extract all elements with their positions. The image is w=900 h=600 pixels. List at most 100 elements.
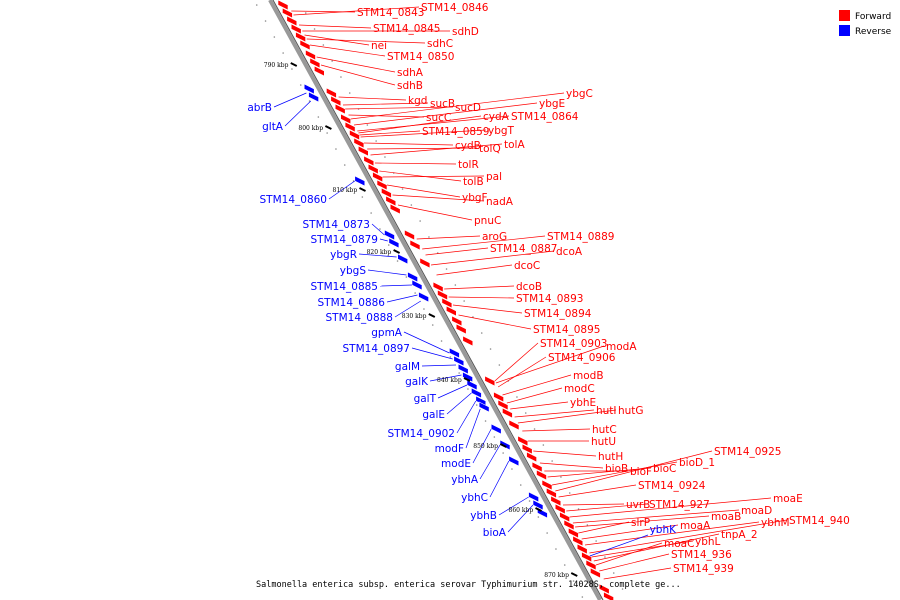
leader-line xyxy=(338,96,407,101)
forward-gene-label: moaE xyxy=(773,493,803,505)
reverse-gene-label: STM14_0888 xyxy=(326,312,393,324)
reverse-gene xyxy=(471,387,482,399)
forward-gene xyxy=(568,527,579,539)
gene-arrows xyxy=(277,0,614,600)
grid-dot xyxy=(568,492,571,494)
tick-mark xyxy=(499,443,507,448)
leader-line xyxy=(506,387,563,404)
leader-line xyxy=(358,115,482,134)
leader-line xyxy=(569,497,772,518)
forward-gene xyxy=(451,315,463,327)
tick-mark xyxy=(535,507,542,512)
forward-gene-label: sucC xyxy=(426,112,451,124)
leader-line xyxy=(357,115,510,132)
tick-label: 820 kbp xyxy=(367,249,392,256)
forward-gene-label: slrP xyxy=(631,517,650,529)
grid-dot xyxy=(480,332,483,334)
leader-line xyxy=(367,147,478,150)
genome-backbone-shadow xyxy=(272,0,604,600)
forward-gene-label: sucB xyxy=(430,98,455,110)
leader-line xyxy=(379,170,462,182)
forward-gene xyxy=(334,103,346,115)
forward-gene-label: sdhC xyxy=(427,38,453,50)
reverse-gene-label: STM14_0879 xyxy=(311,234,378,246)
legend: Forward Reverse xyxy=(839,10,892,37)
tick-mark xyxy=(463,377,471,382)
grid-dot xyxy=(264,20,267,22)
forward-gene-label: STM14_0924 xyxy=(638,480,706,492)
forward-gene-label: cydA xyxy=(483,111,510,123)
leader-line xyxy=(359,130,421,136)
forward-gene-label: tolR xyxy=(458,159,479,171)
grid-dot xyxy=(414,292,416,294)
leader-line xyxy=(411,347,453,360)
grid-dot xyxy=(273,36,276,38)
reverse-gene xyxy=(303,83,315,95)
leader-line xyxy=(379,284,413,287)
leader-line xyxy=(502,374,572,396)
forward-gene-label: modB xyxy=(573,370,604,382)
forward-gene xyxy=(554,503,566,515)
leader-line xyxy=(465,408,481,449)
kbp-ticks: 790 kbp 800 kbp 810 kbp 820 kbp 830 kbp 840 k… xyxy=(264,62,578,579)
forward-gene xyxy=(585,559,597,571)
forward-gene xyxy=(286,15,298,27)
leader-line xyxy=(555,450,713,492)
reverse-gene-label: gltA xyxy=(262,121,284,133)
tick-label: 850 kbp xyxy=(473,443,498,450)
reverse-gene xyxy=(478,401,490,413)
grid-dot xyxy=(361,196,364,198)
grid-dot xyxy=(419,220,421,222)
forward-gene xyxy=(385,195,397,207)
forward-gene xyxy=(563,519,575,531)
leader-line xyxy=(342,102,429,106)
leader-line xyxy=(328,180,356,200)
forward-gene xyxy=(502,407,513,419)
forward-gene-label: STM14_0925 xyxy=(714,446,781,458)
grid-dot xyxy=(317,116,320,118)
legend-reverse-label: Reverse xyxy=(855,27,892,37)
leader-line xyxy=(309,44,386,57)
forward-gene-label: ybhE xyxy=(570,397,596,409)
leader-line xyxy=(444,285,515,290)
leader-line xyxy=(562,503,625,506)
forward-gene-label: bioF xyxy=(630,466,652,478)
forward-gene xyxy=(531,461,543,473)
forward-gene-label: hutC xyxy=(592,424,617,436)
reverse-gene xyxy=(499,439,511,451)
reverse-gene-label: STM14_0885 xyxy=(311,281,378,293)
reverse-gene-label: abrB xyxy=(247,102,272,114)
tick-mark xyxy=(290,62,298,67)
forward-gene xyxy=(404,229,415,241)
forward-gene xyxy=(437,289,448,301)
leader-line xyxy=(589,534,649,557)
reverse-gene-label: ybhA xyxy=(451,474,479,486)
forward-gene-label: moaA xyxy=(680,520,711,532)
forward-gene-label: STM14_940 xyxy=(789,515,850,527)
forward-gene-label: moaB xyxy=(711,511,741,523)
forward-gene xyxy=(277,0,289,11)
forward-gene xyxy=(409,239,421,251)
forward-gene-label: dcoA xyxy=(556,246,583,258)
leader-line xyxy=(358,253,397,258)
leader-line xyxy=(507,504,534,533)
grid-dot xyxy=(304,12,307,14)
forward-gene-label: STM14_0894 xyxy=(524,308,592,320)
grid-dot xyxy=(595,540,597,542)
forward-gene xyxy=(559,511,570,523)
grid-dots xyxy=(255,4,624,598)
leader-line xyxy=(422,235,546,250)
grid-dot xyxy=(410,204,413,206)
forward-gene xyxy=(576,543,588,555)
leader-line xyxy=(284,100,312,127)
forward-gene xyxy=(581,551,592,563)
leader-line xyxy=(522,428,591,432)
grid-dot xyxy=(366,124,369,126)
label-leader-lines xyxy=(273,6,788,580)
reverse-gene-label: modE xyxy=(441,458,471,470)
reverse-gene-label: galE xyxy=(422,409,445,421)
reverse-gene xyxy=(308,91,319,103)
leader-line xyxy=(353,102,538,126)
reverse-gene xyxy=(418,291,429,303)
